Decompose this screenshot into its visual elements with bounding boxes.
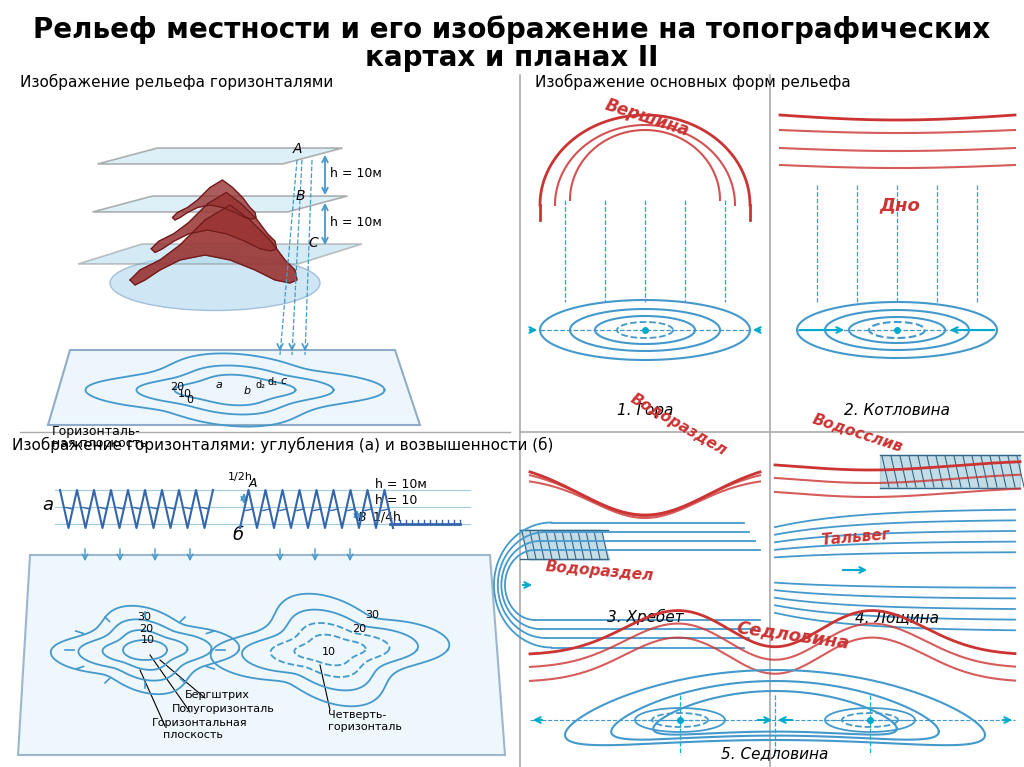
Text: Изображение рельефа горизонталями: Изображение рельефа горизонталями bbox=[20, 74, 333, 90]
Polygon shape bbox=[78, 244, 362, 264]
Text: b: b bbox=[244, 386, 251, 396]
Text: 30: 30 bbox=[137, 612, 151, 622]
Text: a: a bbox=[216, 380, 223, 390]
Text: h = 10м: h = 10м bbox=[375, 478, 427, 491]
Text: c: c bbox=[280, 376, 286, 386]
Text: картах и планах II: картах и планах II bbox=[366, 44, 658, 72]
Text: Водосслив: Водосслив bbox=[810, 412, 904, 455]
Text: б: б bbox=[232, 526, 243, 544]
Polygon shape bbox=[130, 205, 297, 285]
Ellipse shape bbox=[110, 255, 319, 311]
Text: 1/2h: 1/2h bbox=[228, 472, 253, 482]
Text: Горизонталь-: Горизонталь- bbox=[52, 425, 140, 438]
Text: h = 10м: h = 10м bbox=[330, 167, 382, 180]
Text: Полугоризонталь: Полугоризонталь bbox=[172, 704, 274, 714]
Text: A: A bbox=[249, 477, 257, 490]
Text: 4. Лощина: 4. Лощина bbox=[855, 610, 939, 625]
Polygon shape bbox=[152, 193, 276, 252]
Text: 5. Седловина: 5. Седловина bbox=[721, 746, 828, 761]
Text: Бергштрих: Бергштрих bbox=[185, 690, 250, 700]
Text: Водораздел: Водораздел bbox=[628, 390, 730, 458]
Text: Водораздел: Водораздел bbox=[545, 558, 654, 583]
Text: горизонталь: горизонталь bbox=[328, 722, 401, 732]
Text: Четверть-: Четверть- bbox=[328, 710, 386, 720]
Text: а: а bbox=[42, 496, 53, 514]
Text: Тальвег: Тальвег bbox=[820, 527, 891, 548]
Text: плоскость: плоскость bbox=[163, 730, 223, 740]
Text: Седловина: Седловина bbox=[735, 618, 851, 652]
Text: Горизонтальная: Горизонтальная bbox=[152, 718, 248, 728]
Text: ная плоскость: ная плоскость bbox=[52, 437, 147, 450]
Text: 20: 20 bbox=[352, 624, 367, 634]
Polygon shape bbox=[880, 455, 1020, 488]
Polygon shape bbox=[97, 148, 342, 164]
Text: 1. Гора: 1. Гора bbox=[616, 403, 673, 418]
Text: 20: 20 bbox=[139, 624, 154, 634]
Text: B: B bbox=[358, 511, 367, 524]
Text: C: C bbox=[308, 236, 317, 250]
Text: 30: 30 bbox=[365, 610, 379, 620]
Text: Изображение горизонталями: углубления (а) и возвышенности (б): Изображение горизонталями: углубления (а… bbox=[12, 437, 553, 453]
Text: Дно: Дно bbox=[879, 196, 920, 214]
Polygon shape bbox=[520, 530, 610, 560]
Text: Изображение основных форм рельефа: Изображение основных форм рельефа bbox=[535, 74, 851, 90]
Polygon shape bbox=[18, 555, 505, 755]
Text: B: B bbox=[296, 189, 305, 203]
Text: d₁: d₁ bbox=[268, 377, 278, 387]
Text: h = 10м: h = 10м bbox=[330, 216, 382, 229]
Text: Вершина: Вершина bbox=[603, 96, 692, 140]
Polygon shape bbox=[92, 196, 347, 212]
Text: 0: 0 bbox=[186, 395, 193, 405]
Text: h = 10: h = 10 bbox=[375, 494, 418, 507]
Text: 2. Котловина: 2. Котловина bbox=[844, 403, 950, 418]
Text: 20: 20 bbox=[170, 382, 184, 392]
Polygon shape bbox=[172, 180, 256, 220]
Text: A: A bbox=[293, 142, 302, 156]
Text: 10: 10 bbox=[141, 635, 155, 645]
Text: 3. Хребет: 3. Хребет bbox=[606, 609, 683, 625]
Text: Рельеф местности и его изображение на топографических: Рельеф местности и его изображение на то… bbox=[34, 15, 990, 44]
Polygon shape bbox=[48, 350, 420, 425]
Text: 10: 10 bbox=[178, 389, 193, 399]
Text: 10: 10 bbox=[322, 647, 336, 657]
Text: 1/4h: 1/4h bbox=[365, 511, 400, 524]
Text: d₂: d₂ bbox=[255, 380, 265, 390]
